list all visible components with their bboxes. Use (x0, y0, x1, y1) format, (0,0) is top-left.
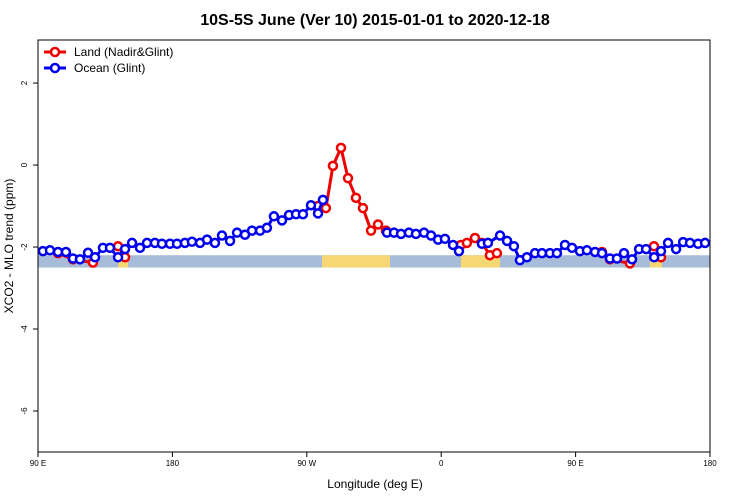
point (447, 239, 459, 251)
y-tick-label: 0 (20, 162, 29, 167)
legend-text: Ocean (Glint) (74, 61, 145, 75)
point (596, 247, 608, 259)
point (261, 222, 273, 234)
point (350, 192, 362, 204)
point (626, 254, 638, 265)
point (618, 247, 630, 259)
point (104, 242, 116, 254)
plot-frame (37, 39, 711, 453)
point (410, 228, 422, 240)
legend-marker (49, 62, 61, 74)
point (494, 230, 506, 241)
chart-title: 10S-5S June (Ver 10) 2015-01-01 to 2020-… (200, 12, 550, 29)
point (89, 252, 101, 263)
point (82, 247, 94, 259)
point (209, 237, 221, 249)
x-tick-label: 0 (439, 459, 444, 468)
legend-marker (49, 46, 61, 58)
point (216, 230, 228, 241)
point (134, 242, 146, 254)
point (461, 237, 473, 249)
point (317, 194, 329, 206)
point (268, 211, 280, 222)
point (482, 237, 494, 249)
point (662, 237, 674, 249)
point (611, 253, 623, 264)
point (521, 252, 533, 263)
point (357, 202, 369, 214)
point (44, 245, 56, 256)
point (126, 237, 138, 249)
point (640, 243, 652, 255)
point (648, 252, 660, 263)
x-tick-label: 90 E (567, 459, 583, 468)
point (655, 245, 667, 257)
x-tick-label: 90 E (30, 459, 46, 468)
point (335, 142, 347, 154)
point (453, 245, 465, 257)
point (501, 235, 513, 247)
point (699, 237, 711, 249)
point (224, 235, 236, 247)
point (365, 225, 377, 236)
legend-text: Land (Nadir&Glint) (74, 45, 173, 59)
point (74, 254, 86, 265)
x-axis-title: Longitude (deg E) (327, 477, 422, 491)
x-tick-label: 180 (703, 459, 717, 468)
point (246, 225, 258, 236)
y-tick-label: -4 (20, 325, 29, 333)
x-tick-label: 180 (166, 459, 180, 468)
point (684, 237, 696, 249)
point (491, 247, 503, 259)
point (439, 233, 451, 245)
x-tick-label: 90 W (297, 459, 316, 468)
point (297, 208, 309, 220)
point (156, 238, 168, 249)
point (372, 219, 384, 230)
point (670, 243, 682, 255)
point (320, 202, 332, 214)
point (276, 215, 288, 226)
point (469, 232, 481, 244)
point (112, 252, 124, 263)
y-tick-label: -6 (20, 407, 29, 415)
point (60, 246, 72, 258)
point (119, 243, 131, 255)
y-tick-label: -2 (20, 243, 29, 251)
y-tick-label: 2 (20, 80, 29, 85)
point (395, 228, 407, 240)
y-axis-title: XCO2 - MLO trend (ppm) (2, 179, 16, 314)
point (508, 240, 520, 252)
point (305, 199, 317, 211)
point (551, 247, 563, 259)
point (342, 172, 354, 184)
point (581, 245, 593, 256)
point (312, 208, 324, 219)
point (186, 236, 198, 247)
land-span (322, 255, 390, 268)
point (327, 160, 339, 172)
